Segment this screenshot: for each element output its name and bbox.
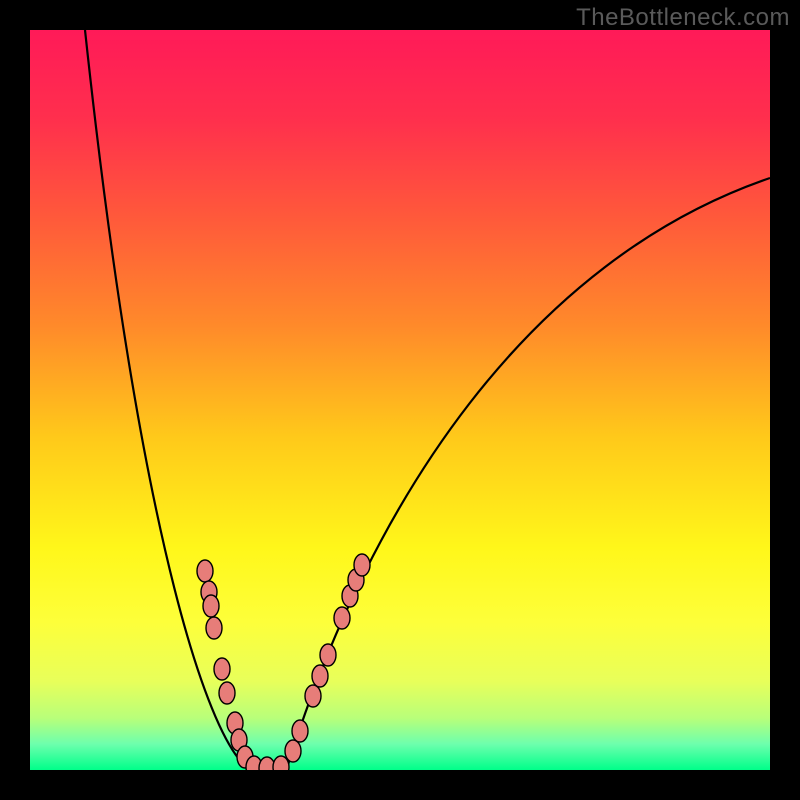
gradient-background: [30, 30, 770, 770]
data-marker: [197, 560, 213, 582]
chart-container: [30, 30, 770, 770]
data-marker: [285, 740, 301, 762]
data-marker: [206, 617, 222, 639]
data-marker: [320, 644, 336, 666]
watermark-text: TheBottleneck.com: [576, 4, 790, 32]
data-marker: [219, 682, 235, 704]
data-marker: [354, 554, 370, 576]
data-marker: [292, 720, 308, 742]
data-marker: [203, 595, 219, 617]
data-marker: [334, 607, 350, 629]
data-marker: [214, 658, 230, 680]
bottleneck-curve-chart: [30, 30, 770, 770]
data-marker: [305, 685, 321, 707]
data-marker: [312, 665, 328, 687]
